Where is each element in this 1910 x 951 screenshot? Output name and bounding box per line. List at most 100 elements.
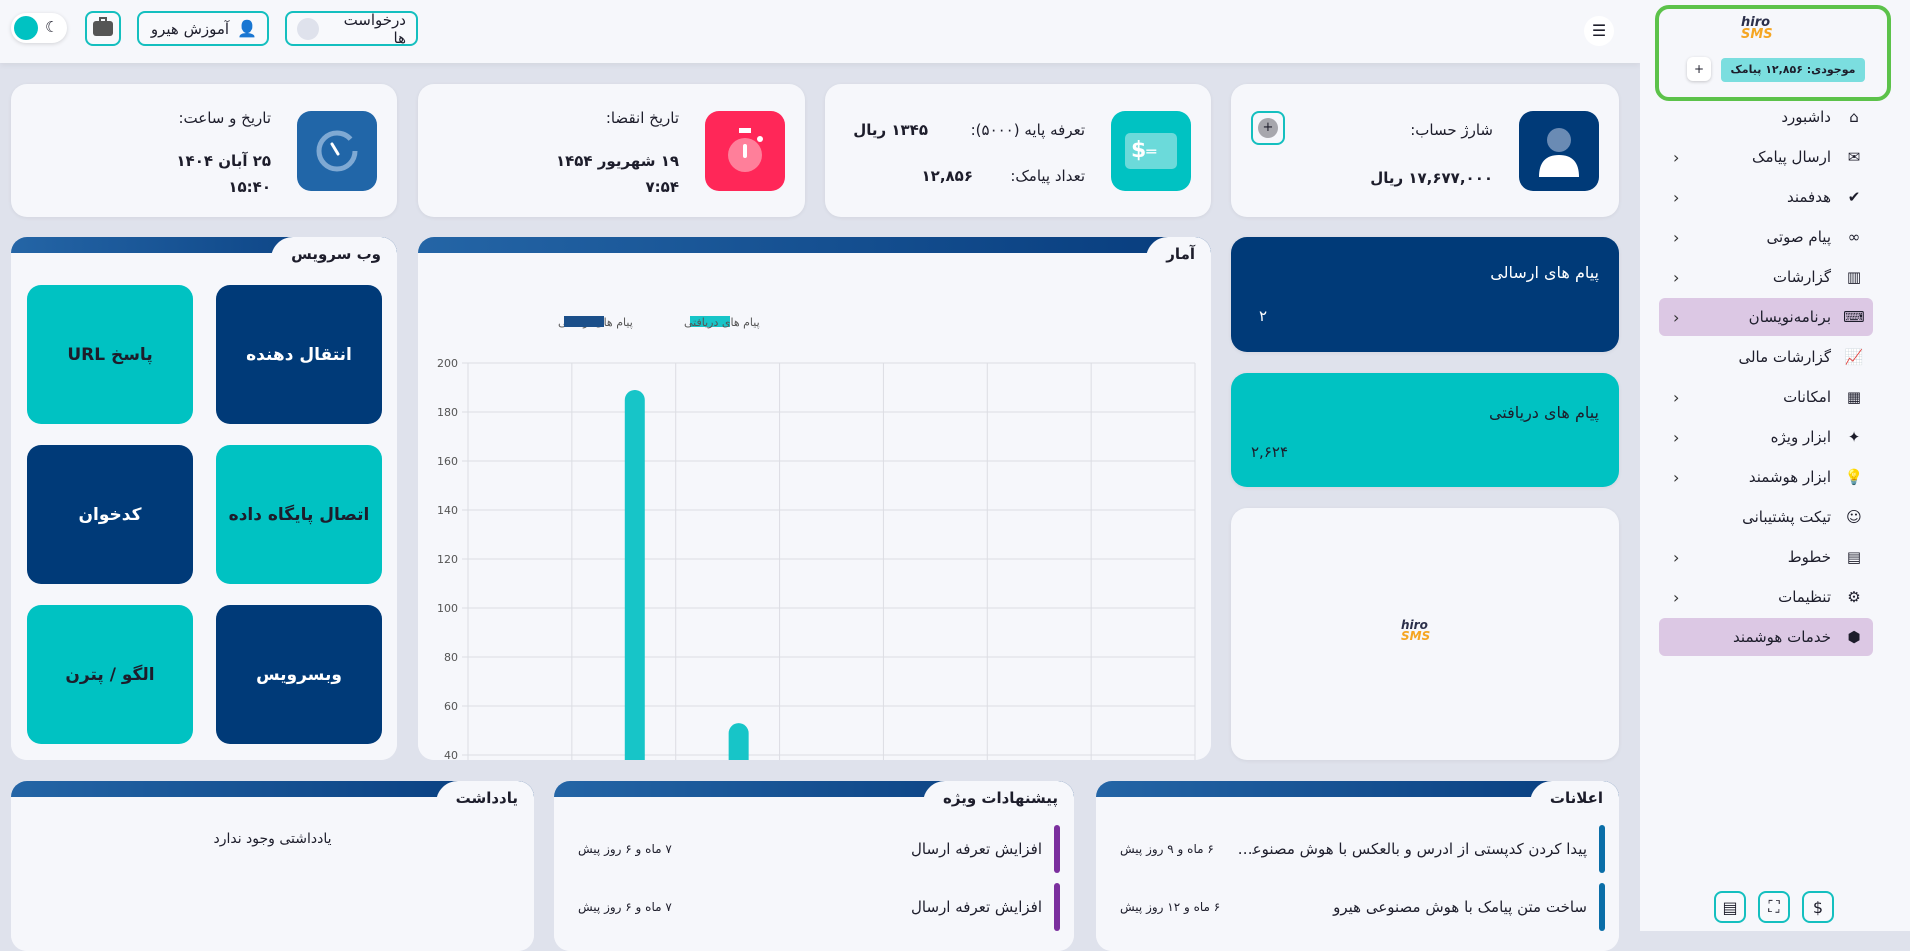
presentation-button[interactable]: ⛶ xyxy=(1758,891,1790,923)
chevron-left-icon: ‹ xyxy=(1673,467,1680,487)
webservice-tile[interactable]: انتقال دهنده xyxy=(216,285,382,424)
requests-button[interactable]: درخواست ها xyxy=(285,11,418,47)
item-date: ۶ ماه و ۹ روز پیش xyxy=(1120,842,1214,856)
account-label: شارژ حساب: xyxy=(1410,121,1493,139)
y-tick-label: 140 xyxy=(437,504,458,517)
add-credit-button[interactable]: + xyxy=(1251,111,1285,145)
toggle-knob xyxy=(14,16,38,40)
accent-bar xyxy=(1054,825,1060,873)
settings-icon: ⚙ xyxy=(1847,588,1861,606)
lightbulb-icon: 💡 xyxy=(1844,468,1864,486)
datetime-card: تاریخ و ساعت: ۲۵ آبان ۱۴۰۴ ۱۵:۴۰ xyxy=(11,84,397,217)
briefcase-button[interactable] xyxy=(85,11,121,46)
top-bar: ☾ 👤 آموزش هیرو درخواست ها ☰ xyxy=(0,0,1640,63)
received-title: پیام های دریافتی xyxy=(1488,403,1599,422)
box-icon: ⬢ xyxy=(1847,628,1861,646)
announcements-panel: اعلانات پیدا کردن کدپستی از ادرس و بالعک… xyxy=(1096,781,1619,951)
sidebar-item[interactable]: ⌨ برنامه‌نویسان ‹ xyxy=(1659,298,1873,336)
window-icon: ▤ xyxy=(1722,897,1738,917)
sms-count-label: تعداد پیامک: xyxy=(1010,167,1085,185)
theme-toggle[interactable]: ☾ xyxy=(11,13,67,43)
sidebar-item-label: ابزار ویژه xyxy=(1770,428,1831,446)
sent-value: ۲ xyxy=(1258,307,1267,325)
sidebar-item[interactable]: 💡 ابزار هوشمند ‹ xyxy=(1659,458,1873,496)
bar-received xyxy=(624,389,645,760)
list-item[interactable]: افزایش تعرفه ارسال ۷ ماه و ۶ روز پیش xyxy=(568,883,1060,931)
sidebar-item[interactable]: ▦ امکانات ‹ xyxy=(1659,378,1873,416)
add-balance-button[interactable]: + xyxy=(1687,57,1711,81)
y-tick-label: 160 xyxy=(437,455,458,468)
sidebar-item[interactable]: ✔ هدفمند ‹ xyxy=(1659,178,1873,216)
bar-chart: 020406080100120140160180200۱۹ آبان۲۰ آبا… xyxy=(437,316,1196,760)
list-item[interactable]: افزایش تعرفه ارسال ۷ ماه و ۶ روز پیش xyxy=(568,825,1060,873)
disc-icon xyxy=(297,17,319,40)
sidebar-item-label: پیام صوتی xyxy=(1766,228,1832,246)
announcements-title: اعلانات xyxy=(1529,781,1619,815)
sidebar-item-label: ارسال پیامک xyxy=(1752,148,1831,166)
webservice-tile[interactable]: اتصال پایگاه داده xyxy=(216,445,382,584)
sidebar-item[interactable]: ✦ ابزار ویژه ‹ xyxy=(1659,418,1873,456)
sidebar-item-label: خطوط xyxy=(1787,548,1831,566)
sidebar-item[interactable]: ▤ خطوط ‹ xyxy=(1659,538,1873,576)
notes-empty-text: یادداشتی وجود ندارد xyxy=(213,831,332,847)
webservice-tile[interactable]: وبسرویس xyxy=(216,605,382,744)
legend-label-received: پیام های دریافتی xyxy=(684,316,760,329)
sidebar-item[interactable]: ✉ ارسال پیامک ‹ xyxy=(1659,138,1873,176)
user-icon: 👤 xyxy=(237,19,257,38)
training-button[interactable]: 👤 آموزش هیرو xyxy=(137,11,269,46)
sidebar-item[interactable]: ⌂ داشبورد xyxy=(1659,98,1873,136)
balance-badge: موجودی: ۱۲,۸۵۶ پیامک xyxy=(1721,58,1865,82)
sidebar-item[interactable]: ▥ گزارشات ‹ xyxy=(1659,258,1873,296)
webservice-tile[interactable]: الگو / پترن xyxy=(27,605,193,744)
sidebar-item-label: گزارشات xyxy=(1772,268,1831,286)
sidebar-item-label: برنامه‌نویسان xyxy=(1748,308,1831,326)
expiry-time: ۷:۵۴ xyxy=(645,178,679,196)
sidebar-item[interactable]: ∞ پیام صوتی ‹ xyxy=(1659,218,1873,256)
sidebar-item-label: داشبورد xyxy=(1781,108,1831,126)
accent-bar xyxy=(1599,825,1605,873)
sms-icon: ✉ xyxy=(1847,148,1861,166)
list-item[interactable]: ساخت متن پیامک با هوش مصنوعی هیرو ۶ ماه و… xyxy=(1110,883,1605,931)
dollar-button[interactable]: $ xyxy=(1802,891,1834,923)
sim-icon: ▤ xyxy=(1846,548,1862,566)
sent-title: پیام های ارسالی xyxy=(1490,263,1599,282)
sidebar-item[interactable]: ☺ تیکت پشتیبانی xyxy=(1659,498,1873,536)
item-title: افزایش تعرفه ارسال xyxy=(911,840,1042,858)
home-icon: ⌂ xyxy=(1849,108,1859,126)
webservice-tile[interactable]: پاسخ URL xyxy=(27,285,193,424)
webservice-title: وب سرویس xyxy=(271,237,397,271)
webservice-panel: وب سرویس انتقال دهنده پاسخ URL اتصال پایگا… xyxy=(11,237,397,760)
datetime-label: تاریخ و ساعت: xyxy=(178,109,272,127)
chevron-left-icon: ‹ xyxy=(1673,227,1680,247)
offers-title: پیشنهادات ویژه xyxy=(923,781,1074,815)
bar-received xyxy=(728,723,749,760)
sidebar-item-label: گزارشات مالی xyxy=(1738,348,1831,366)
webservice-tile[interactable]: کدخوان xyxy=(27,445,193,584)
y-tick-label: 100 xyxy=(437,602,458,615)
item-title: ساخت متن پیامک با هوش مصنوعی هیرو xyxy=(1333,898,1587,916)
sidebar-item[interactable]: ⚙ تنظیمات ‹ xyxy=(1659,578,1873,616)
voicemail-icon: ∞ xyxy=(1847,228,1861,246)
report-icon: ▥ xyxy=(1846,268,1862,286)
code-icon: ⌨ xyxy=(1843,308,1865,326)
clock-refresh-icon xyxy=(297,111,377,191)
sidebar-item[interactable]: ⬢ خدمات هوشمند xyxy=(1659,618,1873,656)
chevron-left-icon: ‹ xyxy=(1673,547,1680,567)
chevron-left-icon: ‹ xyxy=(1673,267,1680,287)
plus-icon: + xyxy=(1258,118,1278,138)
received-card: پیام های دریافتی ۲,۶۲۴ xyxy=(1231,373,1619,487)
hamburger-icon[interactable]: ☰ xyxy=(1584,16,1614,46)
target-message-icon: ✔ xyxy=(1847,188,1861,206)
account-value: ۱۷,۶۷۷,۰۰۰ ریال xyxy=(1370,169,1493,187)
sidebar-item[interactable]: 📈 گزارشات مالی xyxy=(1659,338,1873,376)
chevron-left-icon: ‹ xyxy=(1673,587,1680,607)
list-item[interactable]: پیدا کردن کدپستی از ادرس و بالعکس با هوش… xyxy=(1110,825,1605,873)
expiry-card: تاریخ انقضا: ۱۹ شهریور ۱۴۵۴ ۷:۵۴ xyxy=(418,84,805,217)
window-button[interactable]: ▤ xyxy=(1714,891,1746,923)
tariff-label: تعرفه پایه (۵۰۰۰): xyxy=(970,121,1085,139)
finance-chart-icon: 📈 xyxy=(1844,348,1864,366)
tariff-card: $═ تعرفه پایه (۵۰۰۰): ۱۳۴۵ ریال تعداد پی… xyxy=(825,84,1211,217)
accent-bar xyxy=(1054,883,1060,931)
avatar-icon xyxy=(1519,111,1599,191)
sms-count-value: ۱۲,۸۵۶ xyxy=(921,167,973,185)
